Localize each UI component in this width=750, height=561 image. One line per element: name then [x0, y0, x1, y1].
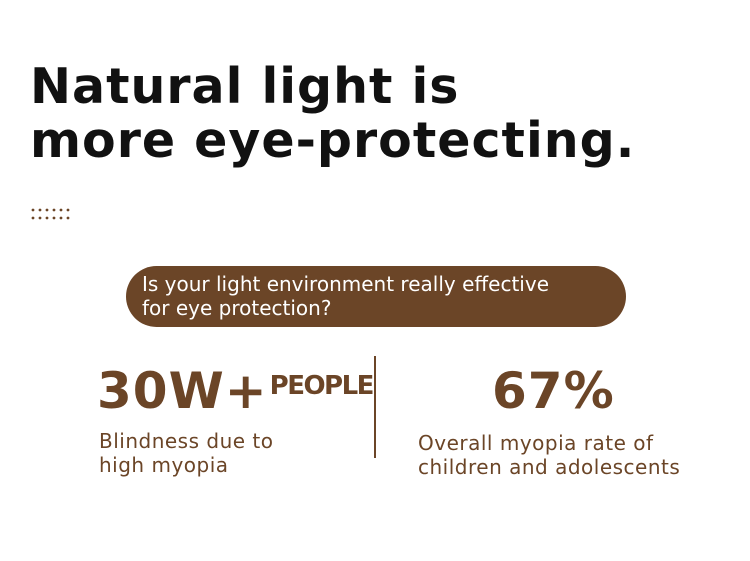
headline: Natural light is more eye-protecting.: [30, 60, 635, 168]
stat-right-number: 67%: [492, 362, 615, 420]
headline-line-2: more eye-protecting.: [30, 112, 636, 169]
stat-right-desc-line-2: children and adolescents: [418, 455, 681, 479]
stat-left-value: 30W+PEOPLE: [97, 362, 375, 420]
question-banner: Is your light environment really effecti…: [126, 266, 626, 327]
stat-left-desc-line-2: high myopia: [99, 453, 229, 477]
dotted-pattern-icon: [31, 208, 70, 220]
question-line-2: for eye protection?: [142, 296, 332, 320]
stat-left-unit: PEOPLE: [269, 371, 375, 401]
stat-left-description: Blindness due to high myopia: [99, 429, 274, 477]
stat-right-description: Overall myopia rate of children and adol…: [418, 431, 680, 479]
stat-left-desc-line-1: Blindness due to: [99, 429, 274, 453]
question-line-1: Is your light environment really effecti…: [142, 272, 549, 296]
stat-left-number: 30W+: [97, 362, 268, 420]
headline-line-1: Natural light is: [30, 58, 460, 115]
stat-divider: [374, 356, 376, 458]
stat-right-desc-line-1: Overall myopia rate of: [418, 431, 654, 455]
